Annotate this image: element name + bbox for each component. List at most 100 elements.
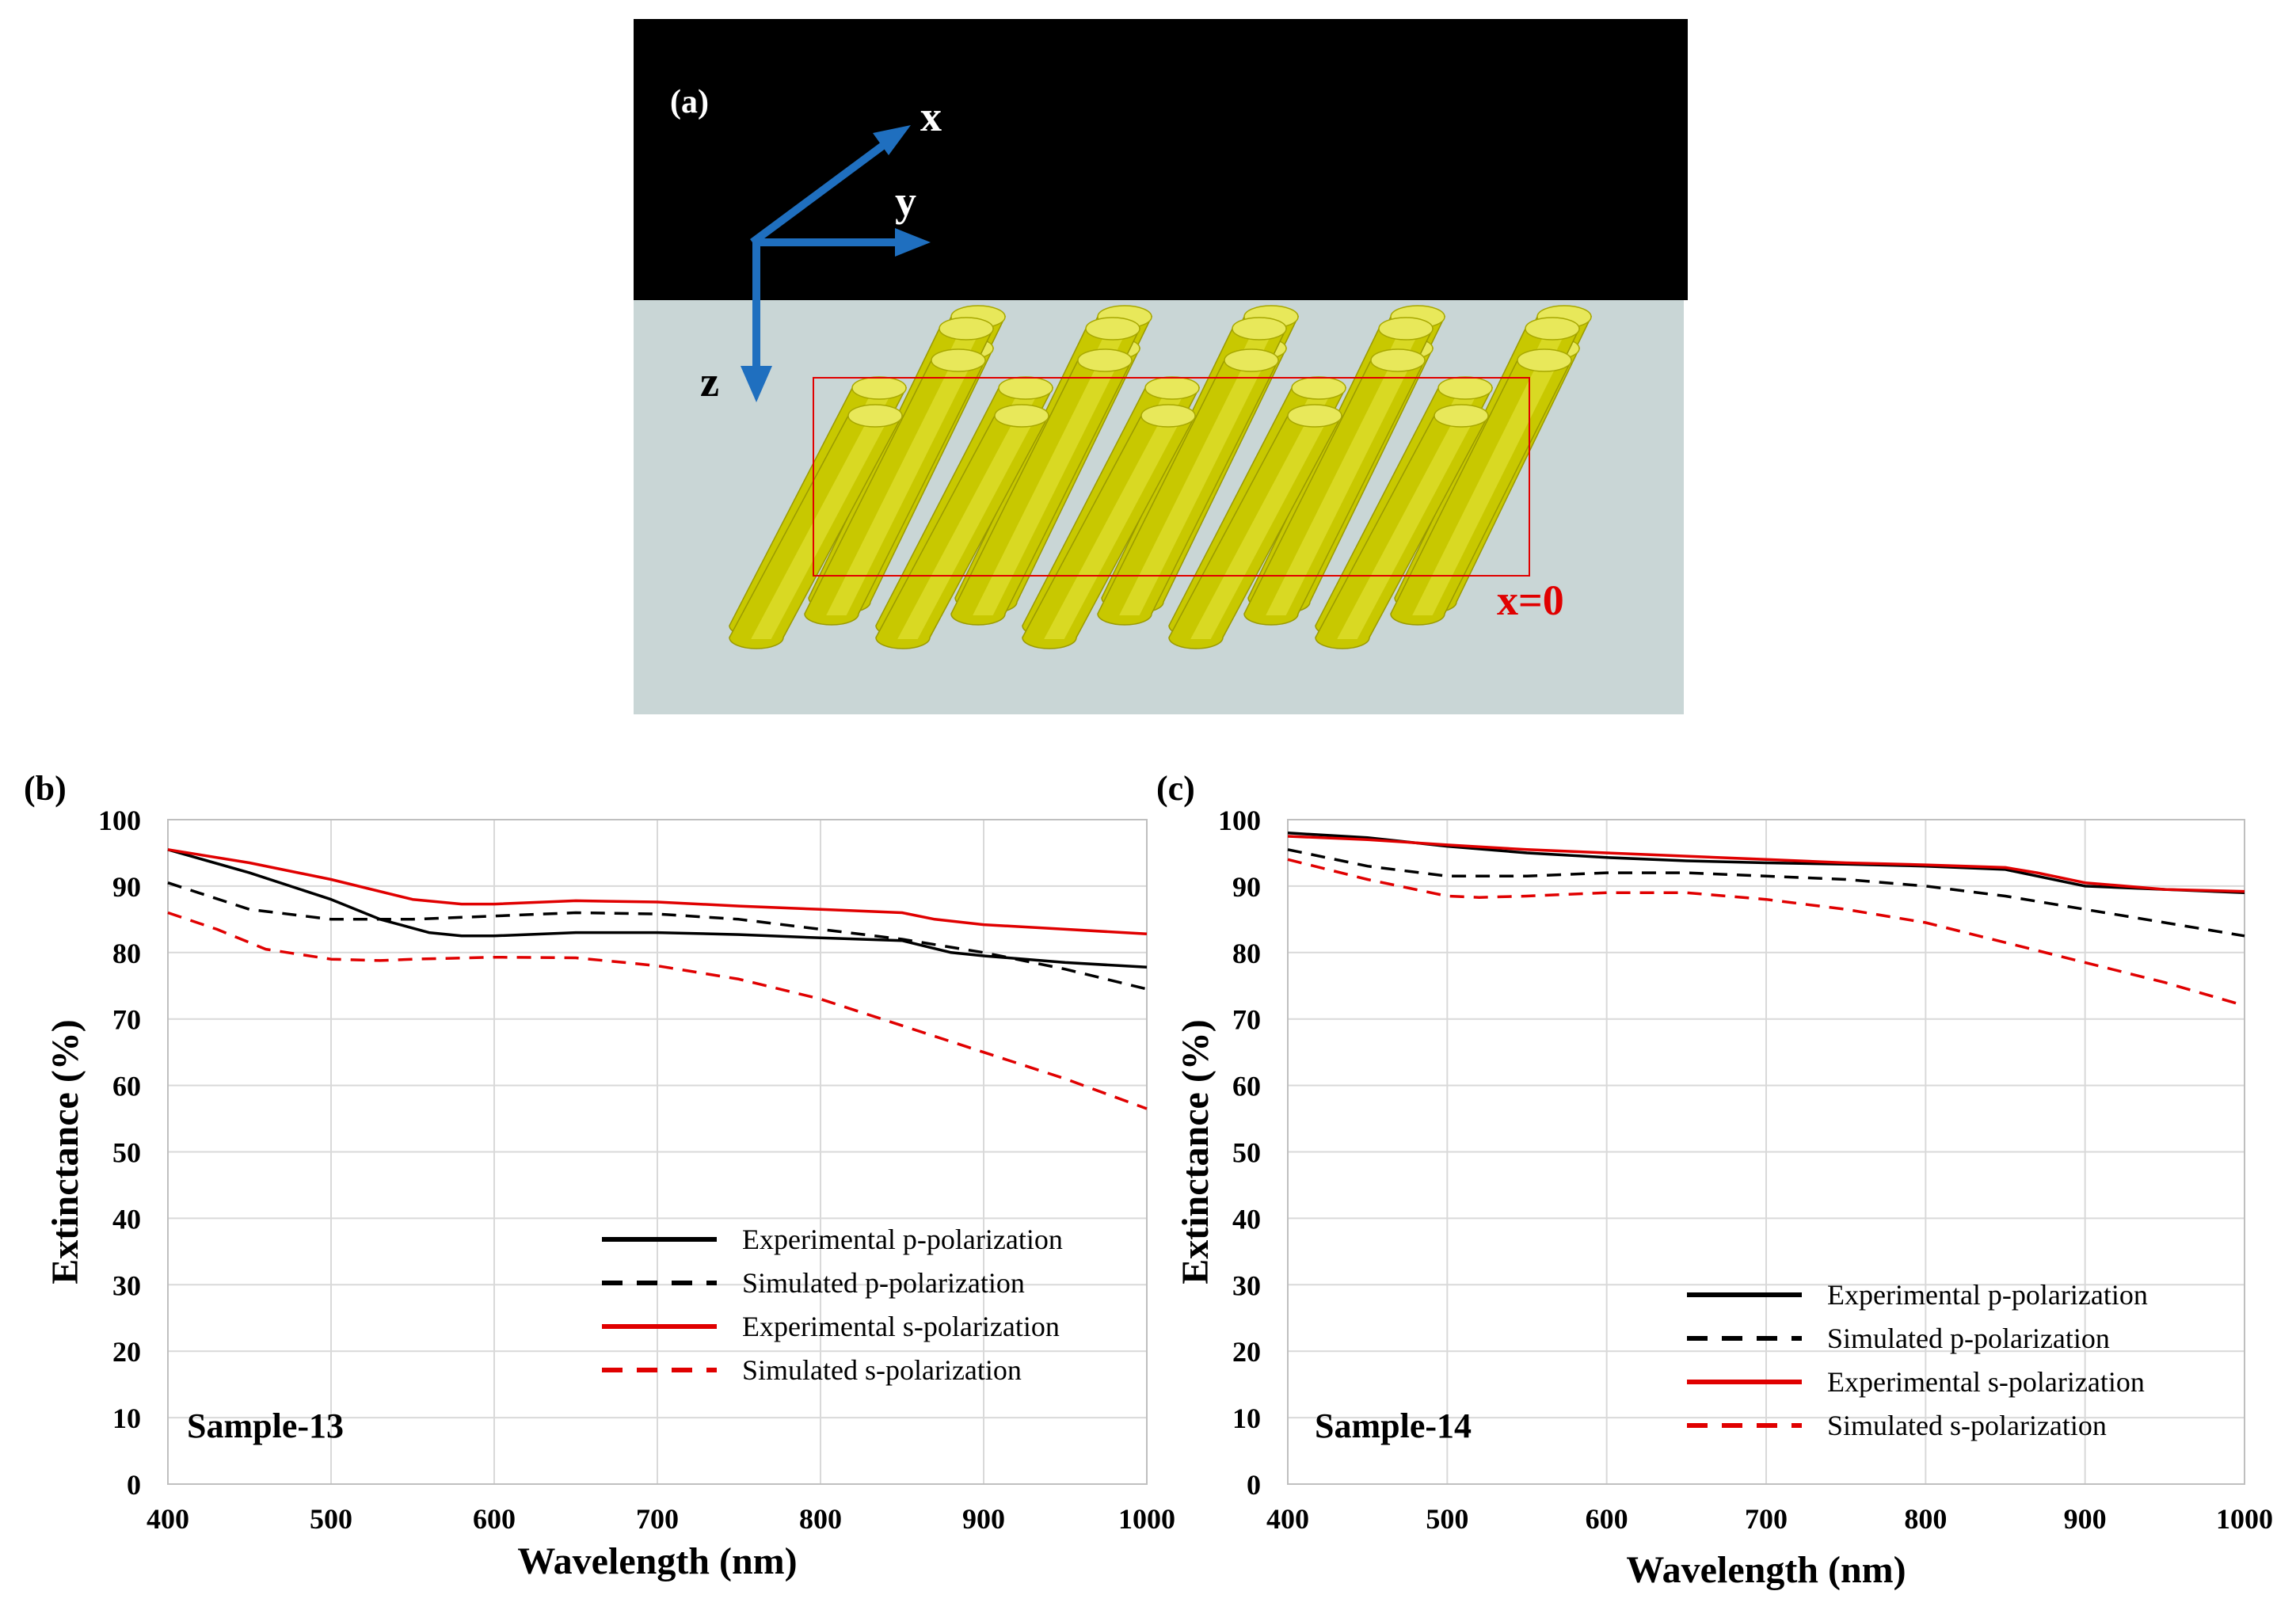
cut-plane-label: x=0 [1497, 577, 1564, 624]
y-tick-label: 0 [127, 1469, 141, 1501]
series-line [167, 848, 1148, 969]
nanorod-array [729, 305, 1593, 649]
x-axis-title: Wavelength (nm) [517, 1540, 797, 1582]
nanorod-top [1525, 317, 1580, 341]
x-axis-title: Wavelength (nm) [1626, 1549, 1906, 1591]
y-tick-label: 20 [112, 1336, 141, 1368]
y-axis-title: Extinctance (%) [1175, 1019, 1217, 1285]
x-tick-label: 900 [962, 1503, 1005, 1535]
nanorod [1097, 348, 1280, 626]
nanorod-top [1517, 348, 1572, 372]
nanorod-highlight [826, 360, 973, 615]
x-tick-label: 1000 [1118, 1503, 1175, 1535]
cut-plane-outline [813, 377, 1530, 577]
series-line [167, 848, 1148, 936]
x-tick-label: 400 [1266, 1503, 1309, 1535]
y-tick-label: 30 [112, 1269, 141, 1301]
x-axis-arrow-head [873, 125, 911, 155]
y-tick-label: 50 [112, 1137, 141, 1169]
y-tick-label: 40 [112, 1203, 141, 1235]
nanorod-top [1437, 376, 1493, 400]
x-axis-label: x [920, 93, 942, 140]
nanorod [875, 404, 1050, 649]
x-tick-label: 800 [799, 1503, 842, 1535]
legend: Experimental p-polarization Simulated p-p… [1687, 1279, 2148, 1441]
nanorod-top [847, 404, 903, 428]
nanorod-highlight [1337, 416, 1476, 639]
y-tick-label: 40 [1232, 1203, 1261, 1235]
z-axis-arrow-head [741, 366, 772, 402]
nanorod-highlight [1266, 360, 1413, 615]
nanorod [804, 348, 987, 626]
x-tick-label: 600 [1586, 1503, 1628, 1535]
legend-entry: Simulated p-polarization [1827, 1323, 2110, 1354]
y-tick-label: 30 [1232, 1269, 1261, 1301]
coordinate-axes: x y z [700, 93, 942, 405]
nanorod-top [1378, 317, 1434, 341]
nanorod-top [1232, 317, 1287, 341]
x-tick-label: 800 [1904, 1503, 1947, 1535]
nanorod-top [1370, 348, 1426, 372]
y-tick-label: 90 [112, 871, 141, 903]
nanorod [729, 404, 904, 649]
z-axis-label: z [700, 358, 719, 405]
nanorod [1168, 404, 1343, 649]
legend-entry: Experimental s-polarization [1827, 1366, 2145, 1398]
nanorod-top [1287, 404, 1342, 428]
nanorod-highlight [973, 360, 1120, 615]
nanorod [1243, 348, 1426, 626]
x-tick-label: 400 [147, 1503, 189, 1535]
top-medium-region [634, 19, 1688, 300]
panel-label: (c) [1156, 769, 1195, 808]
x-tick-label: 1000 [2216, 1503, 2273, 1535]
y-tick-label: 80 [112, 938, 141, 969]
nanorod [1022, 404, 1197, 649]
legend-entry: Simulated p-polarization [742, 1267, 1025, 1299]
y-axis-title: Extinctance (%) [44, 1019, 86, 1285]
nanorod-top [1291, 376, 1346, 400]
nanorod-top [851, 376, 907, 400]
legend-entry: Simulated s-polarization [742, 1354, 1022, 1386]
x-axis-arrow-line [750, 139, 889, 246]
x-tick-label: 700 [636, 1503, 679, 1535]
plot-frame [167, 819, 1148, 1485]
legend: Experimental p-polarization Simulated p-p… [602, 1224, 1063, 1386]
sample-label: Sample-14 [1315, 1406, 1472, 1445]
panel-label: (b) [24, 769, 67, 808]
nanorod-highlight [1412, 360, 1559, 615]
nanorod-top [998, 376, 1053, 400]
legend-entry: Experimental p-polarization [1827, 1279, 2148, 1311]
x-tick-label: 600 [473, 1503, 516, 1535]
y-tick-label: 80 [1232, 938, 1261, 969]
y-axis-label: y [895, 177, 916, 225]
x-tick-label: 500 [1426, 1503, 1468, 1535]
series-line [1287, 858, 2245, 1007]
nanorod [1315, 404, 1490, 649]
nanorod-top [1140, 404, 1196, 428]
x-tick-label: 900 [2064, 1503, 2107, 1535]
y-tick-label: 60 [112, 1071, 141, 1102]
nanorod-top [1144, 376, 1200, 400]
nanorod-highlight [1044, 416, 1183, 639]
nanorod-highlight [1119, 360, 1266, 615]
nanorod-top [994, 404, 1049, 428]
nanorod-highlight [897, 416, 1037, 639]
y-tick-label: 100 [1218, 805, 1261, 836]
panel-a-label: (a) [670, 84, 709, 120]
series-line [1287, 832, 2245, 895]
y-tick-label: 20 [1232, 1336, 1261, 1368]
y-tick-label: 60 [1232, 1071, 1261, 1102]
legend-entry: Experimental s-polarization [742, 1311, 1060, 1342]
series-line [167, 911, 1148, 1110]
y-tick-label: 90 [1232, 871, 1261, 903]
nanorod-top [939, 317, 994, 341]
plot-frame [1287, 819, 2245, 1485]
x-tick-label: 700 [1745, 1503, 1788, 1535]
series-line [1287, 848, 2245, 938]
y-tick-label: 10 [112, 1403, 141, 1434]
y-tick-label: 0 [1247, 1469, 1261, 1501]
nanorod-top [1224, 348, 1279, 372]
series-line [167, 881, 1148, 991]
y-tick-label: 100 [98, 805, 141, 836]
